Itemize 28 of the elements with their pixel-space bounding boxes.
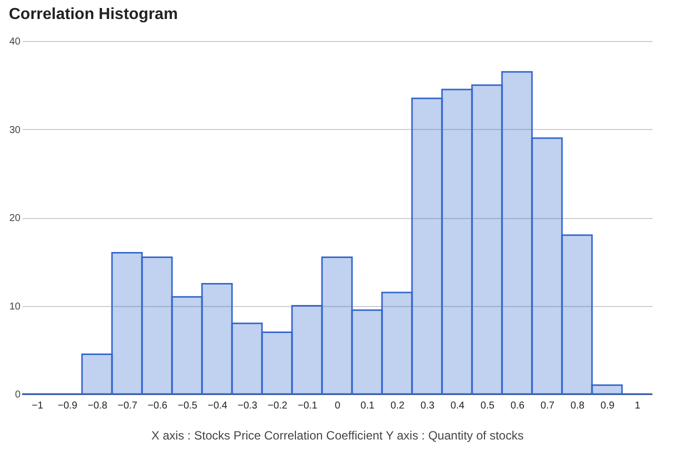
x-tick-label: 0.4 bbox=[450, 400, 465, 412]
x-tick-label: 0.5 bbox=[480, 400, 495, 412]
y-tick-label: 30 bbox=[9, 124, 21, 136]
y-tick-label: 40 bbox=[9, 36, 21, 48]
x-tick-label: −0.9 bbox=[58, 400, 78, 412]
x-tick-label: −0.4 bbox=[208, 400, 228, 412]
x-axis-title: X axis : Stocks Price Correlation Coefficient Y axis : Quantity of stocks bbox=[151, 428, 524, 442]
x-tick-label: 0.7 bbox=[540, 400, 555, 412]
x-tick-label: −0.5 bbox=[178, 400, 198, 412]
x-tick-label: 0.8 bbox=[570, 400, 585, 412]
x-tick-label: −1 bbox=[32, 400, 44, 412]
x-tick-label: −0.1 bbox=[298, 400, 318, 412]
x-tick-label: 0.3 bbox=[420, 400, 435, 412]
x-tick-label: −0.8 bbox=[88, 400, 108, 412]
x-tick-label: −0.7 bbox=[118, 400, 138, 412]
chart-title: Correlation Histogram bbox=[8, 6, 178, 23]
x-tick-label: −0.6 bbox=[148, 400, 168, 412]
x-tick-label: 0.6 bbox=[510, 400, 525, 412]
y-tick-label: 10 bbox=[9, 301, 21, 312]
x-tick-label: 0 bbox=[334, 400, 341, 412]
x-tick-label: 0.9 bbox=[600, 400, 615, 412]
x-tick-label: −0.2 bbox=[268, 400, 288, 412]
x-tick-label: 0.2 bbox=[390, 400, 405, 412]
y-tick-label: 20 bbox=[9, 213, 21, 224]
y-tick-label: 0 bbox=[14, 390, 21, 400]
x-tick-label: −0.3 bbox=[238, 400, 258, 412]
x-tick-label: 0.1 bbox=[360, 400, 375, 412]
x-tick-label: 1 bbox=[634, 400, 641, 412]
